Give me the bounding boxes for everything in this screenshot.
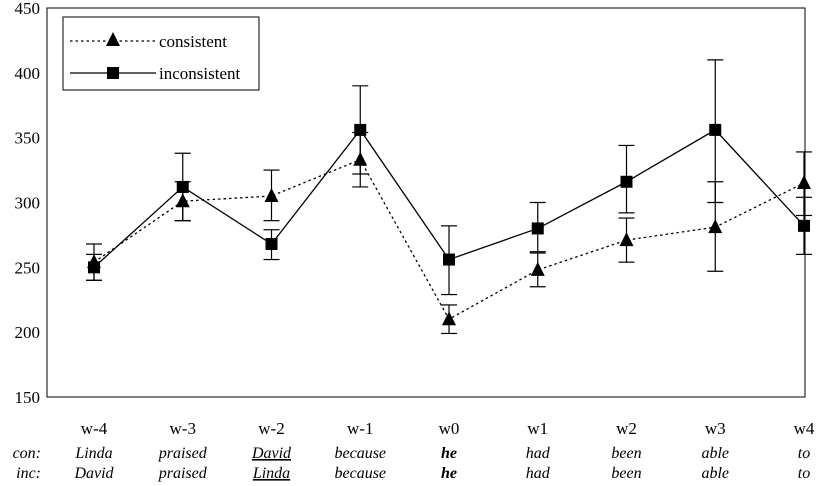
x-tick-label: w3 [705,419,726,438]
word-label: had [526,445,551,462]
triangle-marker [264,188,279,203]
word-label: Linda [74,445,112,462]
legend-consistent-label: consistent [159,32,227,51]
error-bars [86,59,812,335]
word-label: praised [158,445,208,462]
square-marker [88,261,100,274]
square-marker [265,237,278,250]
legend-consistent-marker [106,32,120,46]
square-marker [443,253,455,266]
word-label: Linda [252,465,290,482]
square-marker [798,219,810,232]
legend: consistent inconsistent [62,16,260,91]
x-tick-label: w-3 [170,419,196,438]
x-tick-label: w4 [794,419,815,438]
x-tick-label: w-2 [258,419,284,438]
word-label: David [251,445,292,462]
triangle-marker [708,219,723,234]
x-tick-label: w-1 [347,419,373,438]
x-tick-label: w0 [439,419,460,438]
series-markers [87,123,811,326]
square-marker [531,222,544,235]
legend-box [62,16,260,91]
word-label: had [526,465,551,482]
y-tick-label: 200 [15,323,41,342]
word-label: able [701,445,729,462]
square-marker [354,123,367,136]
word-label: he [441,445,457,462]
word-row-label: con: [13,445,41,462]
y-tick-label: 150 [15,388,41,407]
y-tick-label: 300 [15,194,41,213]
word-label: praised [158,465,208,482]
word-label: been [611,465,641,482]
word-rows: con: Linda praised David because he had been abl… [13,445,811,482]
triangle-marker [619,232,634,247]
x-tick-label: w1 [527,419,548,438]
y-tick-label: 350 [15,129,41,148]
word-label: he [441,465,457,482]
triangle-marker [797,175,811,190]
word-label: to [798,445,810,462]
legend-inconsistent-marker [107,67,119,79]
y-axis-ticks: 150 200 250 300 350 400 450 [15,0,41,407]
square-marker [620,175,633,188]
plot-frame [46,7,806,398]
word-label: been [611,445,641,462]
triangle-marker [175,193,190,208]
legend-inconsistent-label: inconsistent [159,64,240,83]
word-label: to [798,465,810,482]
word-label: because [334,445,386,462]
triangle-marker [353,151,368,166]
x-tick-label: w-4 [81,419,108,438]
square-marker [176,180,189,193]
word-label: able [701,465,729,482]
word-row-label: inc: [16,465,41,482]
y-tick-label: 250 [15,258,41,277]
square-marker [709,123,722,136]
triangle-marker [530,261,545,276]
y-tick-label: 400 [15,64,41,83]
word-label: because [334,465,386,482]
y-tick-label: 450 [15,0,41,18]
word-label: David [73,465,114,482]
x-axis-ticks: w-4 w-3 w-2 w-1 w0 w1 w2 w3 w4 [81,419,815,438]
x-tick-label: w2 [616,419,637,438]
triangle-marker [442,311,456,326]
